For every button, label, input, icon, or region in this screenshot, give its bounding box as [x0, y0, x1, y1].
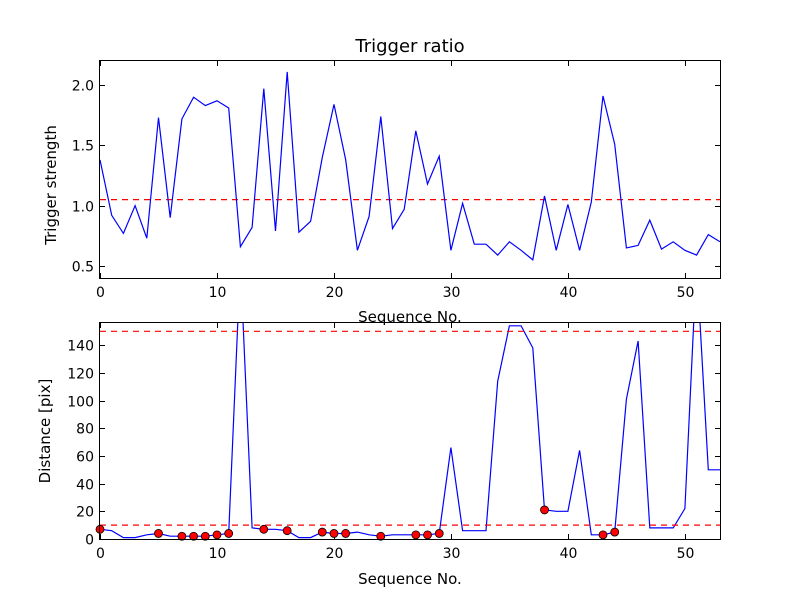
chart-title: Trigger ratio — [354, 36, 464, 57]
x-tick-label: 40 — [560, 285, 578, 301]
top-y-axis-label: Trigger strength — [42, 125, 60, 246]
data-marker — [423, 530, 432, 540]
x-tick-label: 30 — [443, 285, 461, 301]
y-tick-label: 0.5 — [72, 260, 94, 276]
y-tick-label: 140 — [67, 339, 94, 355]
distance-axes: 0 10 20 30 40 50 0 20 40 60 80 100 120 140 Sequence N… — [36, 322, 721, 588]
bottom-x-axis-label: Sequence No. — [358, 570, 462, 588]
bottom-y-axis-label: Distance [pix] — [36, 379, 54, 484]
bottom-threshold-lines — [100, 330, 720, 526]
data-marker — [341, 529, 351, 538]
x-tick-label: 10 — [209, 285, 227, 301]
x-tick-label: 30 — [443, 546, 461, 562]
data-marker — [540, 505, 549, 515]
data-marker — [282, 526, 292, 536]
data-marker — [224, 529, 234, 538]
top-axes-frame — [99, 60, 721, 279]
x-tick-label: 50 — [677, 546, 695, 562]
data-marker — [376, 531, 386, 541]
data-marker — [189, 531, 198, 541]
y-tick-label: 1.0 — [72, 200, 94, 216]
data-marker — [329, 529, 339, 538]
x-tick-label: 40 — [560, 546, 578, 562]
top-series-lines — [100, 71, 720, 262]
data-marker — [434, 529, 444, 538]
y-tick-label: 20 — [76, 505, 94, 521]
data-marker — [317, 527, 327, 537]
data-marker — [259, 524, 269, 534]
x-tick-label: 0 — [96, 285, 105, 301]
x-tick-label: 0 — [96, 546, 105, 562]
y-tick-label: 80 — [76, 422, 94, 438]
y-tick-label: 40 — [76, 478, 94, 494]
y-tick-label: 2.0 — [72, 79, 94, 95]
bottom-ticks: 0 10 20 30 40 50 0 20 40 60 80 100 120 140 — [67, 323, 720, 562]
trigger-ratio-axes: Trigger ratio 0 10 20 30 40 50 0.5 1.0 1.5 2.0 Se… — [42, 36, 721, 326]
x-tick-label: 20 — [326, 546, 344, 562]
data-marker — [598, 530, 608, 540]
y-tick-label: 1.5 — [72, 139, 94, 155]
x-tick-label: 50 — [677, 285, 695, 301]
x-tick-label: 20 — [326, 285, 344, 301]
data-marker — [212, 530, 222, 540]
series-line — [100, 71, 720, 262]
bottom-axes-frame — [99, 322, 721, 540]
data-marker — [610, 527, 620, 537]
data-marker — [177, 531, 187, 541]
top-x-axis-label: Sequence No. — [358, 308, 462, 326]
bottom-markers — [95, 505, 620, 541]
x-tick-label: 10 — [209, 546, 227, 562]
y-tick-label: 100 — [67, 395, 94, 411]
y-tick-label: 0 — [85, 533, 94, 549]
top-ticks: 0 10 20 30 40 50 0.5 1.0 1.5 2.0 — [72, 61, 720, 301]
data-marker — [154, 529, 163, 538]
y-tick-label: 60 — [76, 450, 94, 466]
y-tick-label: 120 — [67, 367, 94, 383]
data-marker — [411, 530, 421, 540]
data-marker — [200, 531, 210, 541]
